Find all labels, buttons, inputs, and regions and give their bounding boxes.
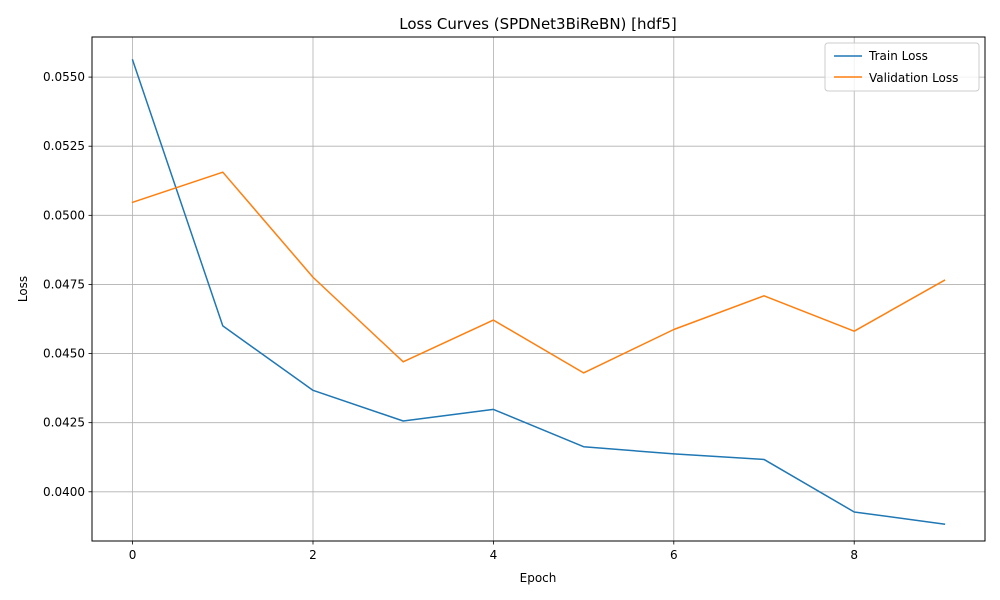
- x-axis-label: Epoch: [520, 571, 557, 585]
- x-tick-label: 2: [309, 548, 317, 562]
- y-axis-ticks: 0.0400 0.0425 0.0450 0.0475 0.0500 0.0525 0.05…: [43, 70, 92, 499]
- legend-label-train-loss: Train Loss: [868, 49, 928, 63]
- y-tick-label: 0.0400: [43, 485, 85, 499]
- series-lines: [131, 58, 946, 525]
- axes-frame: [91, 36, 986, 542]
- y-tick-label: 0.0450: [43, 347, 85, 361]
- y-tick-label: 0.0425: [43, 416, 85, 430]
- x-tick-label: 6: [670, 548, 678, 562]
- grid-lines: [92, 37, 985, 541]
- legend-box: [824, 42, 980, 92]
- plot-area: [91, 36, 986, 542]
- y-tick-label: 0.0475: [43, 277, 85, 291]
- y-tick-label: 0.0550: [43, 70, 85, 84]
- series-line-train-loss: [131, 58, 946, 525]
- series-line-validation-loss: [131, 171, 946, 374]
- y-axis-label: Loss: [16, 276, 30, 302]
- y-tick-label: 0.0525: [43, 139, 85, 153]
- y-tick-label: 0.0500: [43, 208, 85, 222]
- legend: Train Loss Validation Loss: [824, 42, 980, 92]
- legend-label-validation-loss: Validation Loss: [869, 71, 958, 85]
- x-tick-label: 4: [490, 548, 498, 562]
- x-tick-label: 0: [129, 548, 137, 562]
- x-axis-ticks: 0 2 4 6 8: [129, 541, 858, 562]
- chart-title: Loss Curves (SPDNet3BiReBN) [hdf5]: [399, 15, 676, 33]
- x-tick-label: 8: [850, 548, 858, 562]
